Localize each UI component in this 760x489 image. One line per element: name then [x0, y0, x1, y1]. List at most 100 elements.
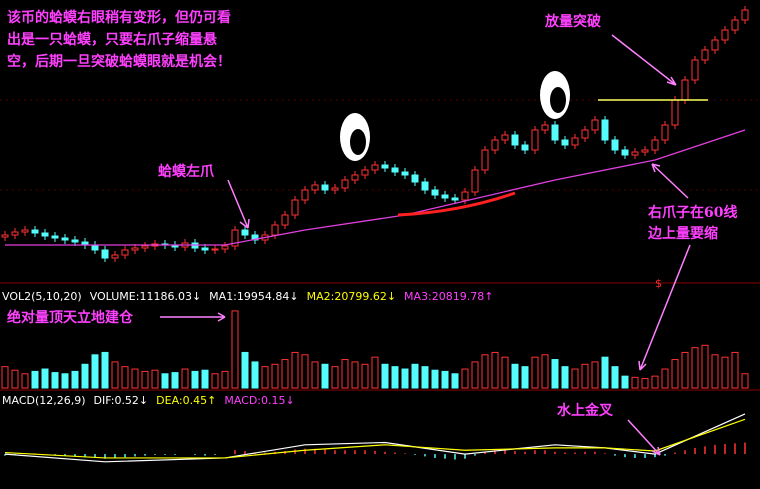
candle-body — [461, 191, 469, 201]
candle-body — [11, 231, 19, 236]
candle-body — [311, 184, 319, 191]
candle-body — [441, 194, 449, 199]
volume-bar — [261, 366, 269, 389]
volume-bar — [241, 351, 249, 389]
candle-body — [361, 169, 369, 176]
annotation: 空，后期一旦突破蛤蟆眼就是机会！ — [7, 53, 231, 70]
volume-bar — [591, 361, 599, 389]
candle-body — [371, 164, 379, 171]
candle-body — [741, 9, 749, 21]
legend-entry: DIF:0.52↓ — [94, 394, 149, 407]
volume-bar — [301, 354, 309, 389]
candle-body — [621, 149, 629, 156]
candle-body — [451, 197, 459, 201]
volume-bar — [351, 361, 359, 389]
candle-body — [271, 224, 279, 236]
volume-bar — [411, 363, 419, 389]
volume-bar — [131, 368, 139, 389]
volume-bar — [101, 351, 109, 389]
volume-bar — [531, 356, 539, 389]
volume-bar — [741, 373, 749, 389]
candle-body — [281, 214, 289, 226]
volume-bar — [621, 375, 629, 389]
volume-bar — [191, 370, 199, 389]
volume-bar — [471, 361, 479, 389]
volume-bar — [631, 376, 639, 389]
candle-body — [231, 229, 239, 247]
candle-body — [691, 59, 699, 81]
candle-body — [31, 229, 39, 234]
volume-bar — [681, 351, 689, 389]
volume-bar — [81, 363, 89, 389]
candle-body — [121, 249, 129, 256]
candle-body — [241, 229, 249, 236]
volume-bar — [41, 368, 49, 389]
candle-body — [111, 254, 119, 259]
candle-body — [61, 237, 69, 241]
macd-line — [4, 413, 746, 463]
candle-body — [401, 171, 409, 176]
volume-bar — [431, 369, 439, 389]
volume-bar — [291, 351, 299, 389]
candle-body — [581, 129, 589, 139]
volume-bar — [451, 373, 459, 389]
candle-body — [561, 139, 569, 146]
marks — [1, 6, 749, 463]
legend-entry: VOLUME:11186.03↓ — [90, 290, 201, 303]
arrows — [160, 34, 691, 456]
volume-bar — [11, 369, 19, 389]
annotation: 该币的蛤蟆右眼稍有变形，但仍可看 — [7, 9, 231, 26]
candle-body — [611, 139, 619, 151]
candle-body — [381, 164, 389, 169]
candle-body — [421, 181, 429, 191]
volume-bar — [541, 354, 549, 389]
volume-bar — [141, 370, 149, 389]
volume-bar — [571, 368, 579, 389]
candle-body — [1, 234, 9, 238]
volume-bar — [201, 369, 209, 389]
candle-body — [71, 239, 79, 243]
volume-bar — [361, 363, 369, 389]
volume-bar — [341, 359, 349, 389]
legend-entry: VOL2(5,10,20) — [2, 290, 82, 303]
volume-bar — [331, 366, 339, 389]
annotation: 水上金叉 — [557, 402, 614, 419]
volume-bar — [181, 368, 189, 389]
candle-body — [91, 244, 99, 251]
volume-bar — [481, 354, 489, 389]
candle-body — [301, 189, 309, 201]
candle-body — [21, 229, 29, 233]
eye — [540, 71, 570, 119]
volume-bar — [391, 366, 399, 389]
volume-bar — [671, 359, 679, 389]
volume-bar — [21, 373, 29, 389]
candle-body — [351, 174, 359, 181]
candle-body — [711, 39, 719, 51]
macd-line — [4, 418, 746, 459]
volume-bar — [281, 359, 289, 389]
candle-body — [51, 235, 59, 239]
candle-body — [201, 247, 209, 251]
legend-entry: MA3:20819.78↑ — [404, 290, 493, 303]
candle-body — [131, 247, 139, 251]
volume-bar — [151, 369, 159, 389]
candle-body — [41, 232, 49, 237]
volume-legend: VOL2(5,10,20) VOLUME:11186.03↓ MA1:19954.8… — [2, 290, 493, 303]
volume-bar — [161, 373, 169, 389]
volume-bar — [711, 354, 719, 389]
legend-entry: MA1:19954.84↓ — [209, 290, 298, 303]
candle-body — [331, 187, 339, 191]
legend-entry: MA2:20799.62↓ — [307, 290, 396, 303]
candle-body — [541, 124, 549, 131]
volume-bar — [111, 361, 119, 389]
volume-bar — [211, 373, 219, 389]
candle-body — [511, 134, 519, 146]
candle-body — [521, 144, 529, 151]
candle-body — [531, 129, 539, 151]
volume-bar — [491, 351, 499, 389]
legend-entry: MACD:0.15↓ — [224, 394, 294, 407]
volume-bar — [171, 372, 179, 389]
candle-body — [291, 199, 299, 216]
